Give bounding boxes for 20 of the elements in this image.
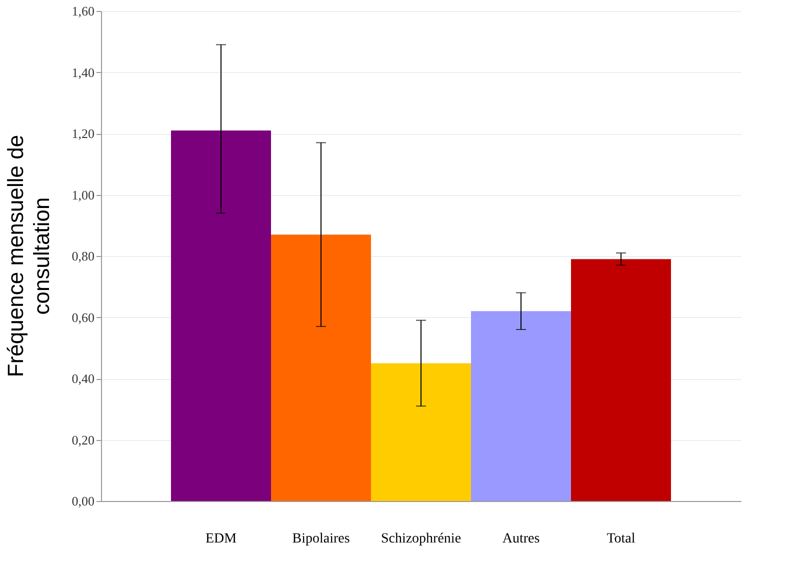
y-tick-label: 1,00 [72, 187, 94, 202]
y-tick-label: 0,00 [72, 494, 94, 508]
y-tick-label: 1,40 [72, 64, 94, 80]
x-tick-label: EDM [205, 532, 238, 546]
y-axis-title: Fréquence mensuelle de consultation [3, 134, 54, 378]
bar [571, 259, 671, 501]
bar [271, 234, 371, 501]
y-tick-label: 1,20 [72, 126, 94, 141]
x-tick-label: Total [606, 532, 636, 546]
bar [371, 363, 471, 501]
y-tick-label: 0,40 [72, 371, 94, 386]
x-tick-label: Schizophrénie [380, 532, 462, 546]
bar [471, 311, 571, 501]
bar [171, 130, 271, 501]
x-tick-label: Bipolaires [292, 532, 350, 546]
y-tick-label: 0,80 [72, 248, 94, 264]
x-tick-label: Autres [502, 532, 540, 546]
y-tick-label: 1,60 [72, 4, 94, 18]
y-tick-label: 0,60 [72, 310, 94, 325]
y-tick-label: 0,20 [72, 432, 94, 448]
